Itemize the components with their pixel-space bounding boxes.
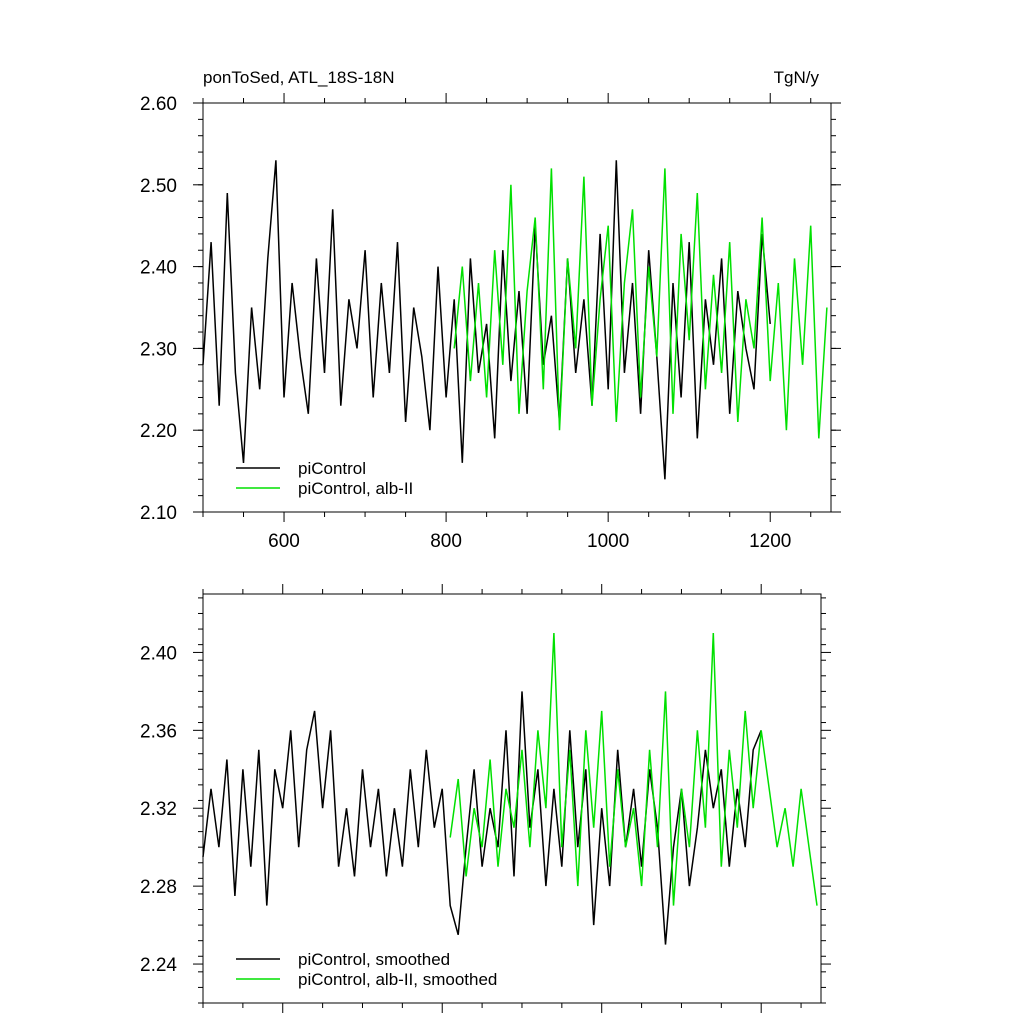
panel-top: 600 800 1000 1200 2.10 2.20 2.30 2.40 2.50 2.60 pi… — [140, 93, 841, 552]
chart-title: ponToSed, ATL_18S-18N — [203, 68, 395, 87]
top-xtick-label-600: 600 — [268, 531, 300, 552]
top-series-alb-ii-line — [453, 168, 828, 439]
bottom-ytick-label-4: 2.40 — [140, 643, 177, 664]
top-ytick-label-4: 2.50 — [140, 176, 177, 197]
units-label: TgN/y — [774, 68, 820, 87]
top-legend-label-0: piControl — [298, 459, 366, 478]
top-ytick-label-5: 2.60 — [140, 94, 177, 115]
bottom-ytick-label-3: 2.36 — [140, 721, 177, 742]
bottom-legend-label-1: piControl, alb-II, smoothed — [298, 970, 497, 989]
top-xtick-label-800: 800 — [430, 531, 462, 552]
bottom-series-picontrol-line — [202, 691, 762, 945]
top-legend-label-1: piControl, alb-II — [298, 479, 413, 498]
top-xtick-label-1000: 1000 — [587, 531, 629, 552]
bottom-series-alb-ii-line — [449, 632, 818, 906]
top-plot-frame — [202, 102, 832, 513]
top-xtick-label-1200: 1200 — [749, 531, 791, 552]
bottom-legend-label-0: piControl, smoothed — [298, 950, 450, 969]
bottom-ytick-label-1: 2.28 — [140, 877, 177, 898]
top-ytick-label-1: 2.20 — [140, 421, 177, 442]
panel-bottom: 2.24 2.28 2.32 2.36 2.40 piControl, smoothedp… — [140, 584, 831, 1013]
bottom-ytick-label-0: 2.24 — [140, 955, 177, 976]
top-ytick-label-0: 2.10 — [140, 503, 177, 524]
bottom-plot-frame — [202, 593, 822, 1004]
top-ytick-label-2: 2.30 — [140, 339, 177, 360]
bottom-ytick-label-2: 2.32 — [140, 799, 177, 820]
top-series-picontrol-line — [202, 160, 771, 480]
top-ytick-label-3: 2.40 — [140, 258, 177, 279]
